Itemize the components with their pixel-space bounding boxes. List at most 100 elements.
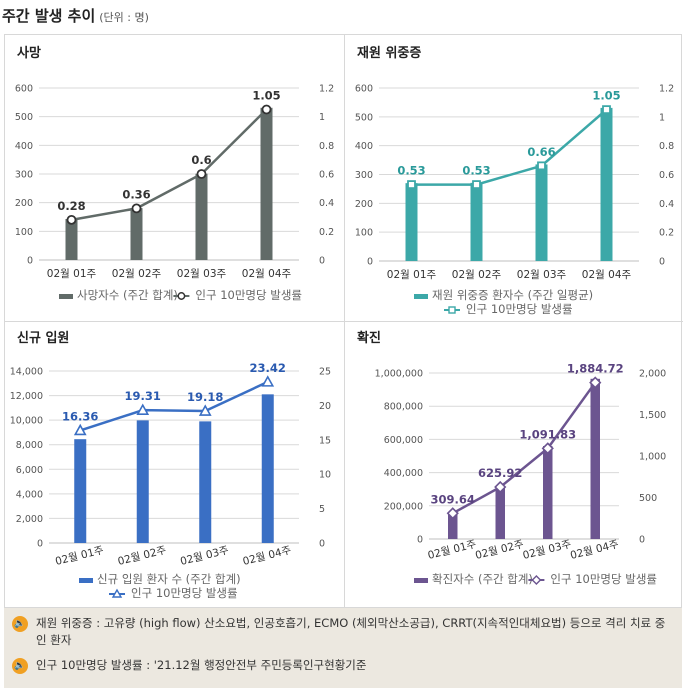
line-marker	[602, 105, 611, 115]
legend-bar-label: 재원 위중증 환자수 (주간 일평균)	[432, 288, 593, 302]
x-category-label: 02월 04주	[582, 269, 632, 281]
data-label: 0.66	[527, 145, 555, 159]
note-severe-definition: 🔈 재원 위중증 : 고유량 (high flow) 산소요법, 인공호흡기, …	[12, 615, 674, 649]
page-title-text: 주간 발생 추이	[2, 7, 96, 25]
y-right-tick-label: 5	[319, 504, 325, 515]
y-left-tick-label: 8,000	[16, 440, 43, 451]
y-right-tick-label: 20	[319, 401, 331, 412]
y-right-tick-label: 0	[319, 256, 325, 267]
y-right-tick-label: 0.2	[659, 228, 674, 239]
data-label: 16.36	[62, 409, 98, 423]
legend-line-marker	[111, 588, 123, 598]
legend-bar-label: 확진자수 (주간 합계)	[432, 572, 533, 586]
chart-panel-confirmed: 확진 0 200,000 400,000 600,000 800,000 1,000,000…	[345, 322, 683, 609]
bar	[543, 446, 553, 539]
bar	[195, 173, 208, 260]
y-right-tick-label: 1	[659, 112, 665, 123]
bar	[74, 439, 87, 543]
y-left-tick-label: 6,000	[16, 465, 43, 476]
legend-line-label: 인구 10만명당 발생률	[550, 572, 657, 586]
line-marker	[196, 169, 207, 179]
y-left-tick-label: 2,000	[16, 514, 43, 525]
bar	[535, 164, 548, 261]
data-label: 0.28	[57, 199, 85, 213]
chart-grid: 사망 0 100 200 300 400 500 600 0 0.2 0.4 0.6 0.8 1 1.2 02…	[4, 34, 683, 609]
y-left-tick-label: 100	[355, 228, 373, 239]
rate-line	[71, 108, 268, 222]
data-label: 1.05	[252, 89, 280, 103]
x-category-label: 02월 02주	[117, 544, 168, 568]
deaths-chart: 사망 0 100 200 300 400 500 600 0 0.2 0.4 0.6 0.8 1 1.2 02…	[15, 45, 334, 302]
data-label: 0.53	[397, 164, 425, 178]
y-right-tick-label: 0.4	[659, 199, 674, 210]
y-right-tick-label: 0.4	[319, 198, 334, 209]
y-left-tick-label: 0	[367, 257, 373, 268]
bar	[199, 421, 212, 543]
y-right-tick-label: 0.6	[319, 170, 334, 181]
legend-bar-swatch	[414, 578, 428, 583]
y-left-tick-label: 500	[355, 112, 373, 123]
y-left-tick-label: 14,000	[10, 367, 43, 378]
page-title: 주간 발생 추이 (단위 : 명)	[2, 5, 149, 26]
bar	[590, 378, 600, 539]
data-label: 309.64	[431, 492, 475, 506]
speaker-icon: 🔈	[12, 616, 28, 632]
y-right-tick-label: 0	[639, 535, 645, 546]
line-marker	[589, 376, 602, 389]
x-category-label: 02월 03주	[522, 538, 573, 562]
bar	[260, 107, 273, 260]
line-marker	[66, 214, 77, 225]
bar	[136, 420, 149, 543]
y-right-tick-label: 1	[319, 112, 325, 123]
y-right-tick-label: 1,500	[639, 410, 666, 421]
chart-title: 재원 위중증	[357, 46, 421, 61]
note-rate-basis: 🔈 인구 10만명당 발생률 : '21.12월 행정안전부 주민등록인구현황기…	[12, 657, 674, 674]
x-category-label: 02월 04주	[242, 268, 292, 280]
x-category-label: 02월 01주	[54, 544, 105, 568]
x-category-label: 02월 04주	[242, 544, 293, 568]
legend-line-label: 인구 10만명당 발생률	[131, 586, 238, 600]
bar	[470, 182, 483, 261]
page-unit: (단위 : 명)	[99, 11, 149, 24]
x-category-label: 02월 01주	[387, 269, 437, 281]
line-marker	[136, 403, 150, 415]
y-left-tick-label: 0	[417, 535, 423, 546]
chart-panel-severe: 재원 위중증 0 100 200 300 400 500 600 0 0.2 0.4 0.6 0.8 1 1…	[345, 35, 683, 321]
bar	[495, 485, 505, 539]
line-marker	[537, 161, 546, 171]
x-category-label: 02월 03주	[177, 268, 227, 280]
y-left-tick-label: 200	[15, 198, 33, 209]
y-right-tick-label: 1.2	[659, 84, 674, 95]
data-label: 625.92	[478, 466, 522, 480]
y-left-tick-label: 800,000	[384, 402, 423, 413]
y-left-tick-label: 600	[355, 84, 373, 95]
bar	[261, 394, 274, 543]
y-left-tick-label: 500	[15, 112, 33, 123]
y-right-tick-label: 1.2	[319, 84, 334, 95]
data-label: 0.53	[462, 164, 490, 178]
y-left-tick-label: 600	[15, 84, 33, 95]
data-label: 19.18	[187, 390, 223, 404]
legend-line-marker	[531, 575, 542, 585]
legend-line-marker	[448, 306, 456, 314]
y-left-tick-label: 0	[37, 539, 43, 550]
chart-title: 사망	[17, 45, 41, 61]
y-left-tick-label: 100	[15, 227, 33, 238]
legend-line-label: 인구 10만명당 발생률	[466, 302, 573, 316]
y-left-tick-label: 200	[355, 199, 373, 210]
chart-title: 신규 입원	[17, 331, 69, 346]
y-left-tick-label: 4,000	[16, 489, 43, 500]
y-left-tick-label: 1,000,000	[375, 369, 423, 380]
line-marker	[261, 104, 272, 115]
data-label: 23.42	[250, 361, 286, 375]
legend-bar-label: 신규 입원 환자 수 (주간 합계)	[97, 572, 241, 586]
y-left-tick-label: 0	[27, 256, 33, 267]
rate-line	[452, 381, 597, 515]
y-right-tick-label: 10	[319, 470, 331, 481]
severe-chart: 재원 위중증 0 100 200 300 400 500 600 0 0.2 0.4 0.6 0.8 1 1…	[355, 46, 674, 316]
y-right-tick-label: 0.6	[659, 170, 674, 181]
x-category-label: 02월 04주	[569, 538, 620, 562]
bar	[448, 512, 458, 539]
data-label: 0.6	[191, 153, 211, 167]
bar	[65, 219, 78, 260]
